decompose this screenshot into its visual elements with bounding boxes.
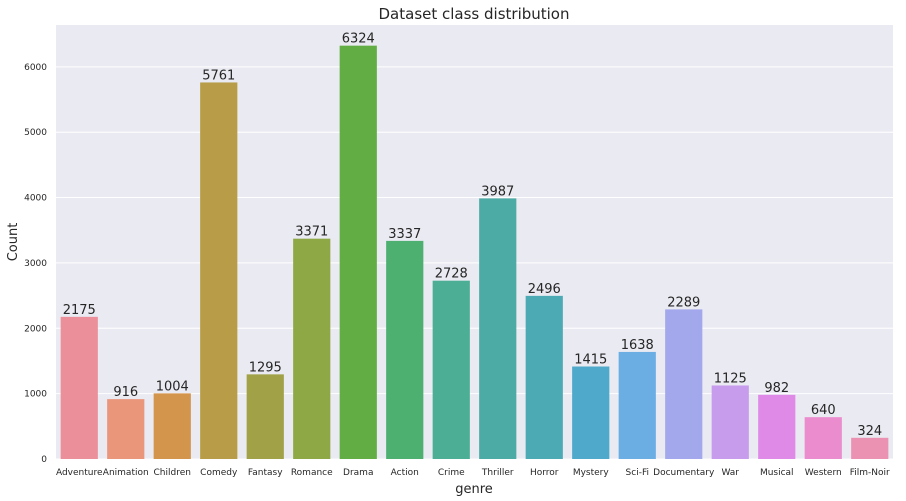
- bar-mystery: [572, 366, 610, 459]
- x-tick-label: Sci-Fi: [626, 468, 649, 478]
- bar-war: [711, 385, 749, 459]
- data-label-thriller: 3987: [481, 184, 514, 199]
- data-label-sci-fi: 1638: [621, 338, 654, 353]
- bar-romance: [293, 238, 331, 459]
- bar-film-noir: [851, 437, 889, 459]
- data-label-fantasy: 1295: [249, 360, 282, 375]
- bar-horror: [525, 295, 563, 459]
- x-tick-label: Horror: [530, 468, 559, 478]
- y-axis-title: Count: [6, 223, 21, 262]
- data-label-adventure: 2175: [63, 303, 96, 318]
- y-tick-label: 2000: [24, 324, 47, 334]
- y-tick-label: 1000: [24, 390, 47, 400]
- bar-western: [804, 417, 842, 459]
- y-tick-label: 6000: [24, 63, 47, 73]
- x-tick-label: Crime: [438, 468, 465, 478]
- x-tick-label: Mystery: [573, 468, 610, 478]
- data-label-comedy: 5761: [202, 68, 235, 83]
- x-tick-label: Musical: [760, 468, 794, 478]
- x-axis-title: genre: [455, 482, 493, 497]
- bar-drama: [339, 45, 377, 460]
- data-label-western: 640: [811, 403, 836, 418]
- gridlines: [56, 66, 893, 460]
- y-tick-label: 0: [41, 455, 47, 465]
- x-tick-label: Comedy: [200, 468, 238, 478]
- chart-title: Dataset class distribution: [379, 5, 570, 23]
- x-tick-label: Thriller: [481, 468, 514, 478]
- data-label-children: 1004: [156, 379, 189, 394]
- x-tick-label: Drama: [343, 468, 373, 478]
- data-label-animation: 916: [113, 385, 138, 400]
- bar-crime: [432, 280, 470, 459]
- bar-action: [386, 240, 424, 459]
- data-label-action: 3337: [388, 227, 421, 242]
- y-tick-label: 3000: [24, 259, 47, 269]
- data-label-film-noir: 324: [857, 424, 882, 439]
- x-tick-label: Documentary: [653, 468, 715, 478]
- x-tick-label: Adventure: [56, 468, 103, 478]
- bar-adventure: [60, 316, 98, 459]
- bar-documentary: [665, 309, 703, 459]
- data-label-mystery: 1415: [574, 353, 607, 368]
- y-tick-labels: 0 1000 2000 3000 4000 5000 6000: [24, 63, 47, 465]
- data-labels: 2175 916 1004 5761 1295 3371 6324 3337 2728 3987 2…: [63, 32, 882, 439]
- bars: [60, 45, 889, 460]
- bar-animation: [107, 399, 145, 459]
- data-label-documentary: 2289: [667, 295, 700, 310]
- bar-sci-fi: [618, 351, 656, 459]
- y-tick-label: 4000: [24, 194, 47, 204]
- data-label-musical: 982: [764, 381, 789, 396]
- x-tick-label: Romance: [291, 468, 333, 478]
- x-tick-label: Film-Noir: [850, 468, 890, 478]
- x-tick-label: Action: [391, 468, 419, 478]
- plot-area: [56, 25, 893, 459]
- bar-musical: [758, 394, 796, 459]
- data-label-war: 1125: [714, 371, 747, 386]
- y-tick-label: 5000: [24, 128, 47, 138]
- bar-children: [153, 393, 191, 459]
- bar-thriller: [479, 198, 517, 459]
- x-tick-label: War: [721, 468, 739, 478]
- data-label-crime: 2728: [435, 267, 468, 282]
- x-tick-label: Western: [805, 468, 842, 478]
- x-tick-label: Fantasy: [248, 468, 283, 478]
- data-label-drama: 6324: [342, 32, 375, 47]
- bar-fantasy: [246, 374, 284, 459]
- bar-comedy: [200, 82, 238, 460]
- x-tick-label: Animation: [103, 468, 149, 478]
- data-label-romance: 3371: [295, 225, 328, 240]
- data-label-horror: 2496: [528, 282, 561, 297]
- x-tick-labels: Adventure Animation Children Comedy Fantasy R…: [56, 468, 890, 478]
- x-tick-label: Children: [154, 468, 191, 478]
